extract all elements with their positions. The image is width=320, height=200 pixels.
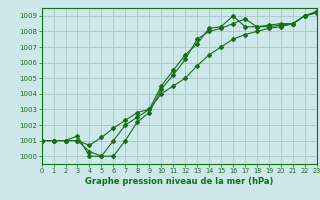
X-axis label: Graphe pression niveau de la mer (hPa): Graphe pression niveau de la mer (hPa)	[85, 177, 273, 186]
